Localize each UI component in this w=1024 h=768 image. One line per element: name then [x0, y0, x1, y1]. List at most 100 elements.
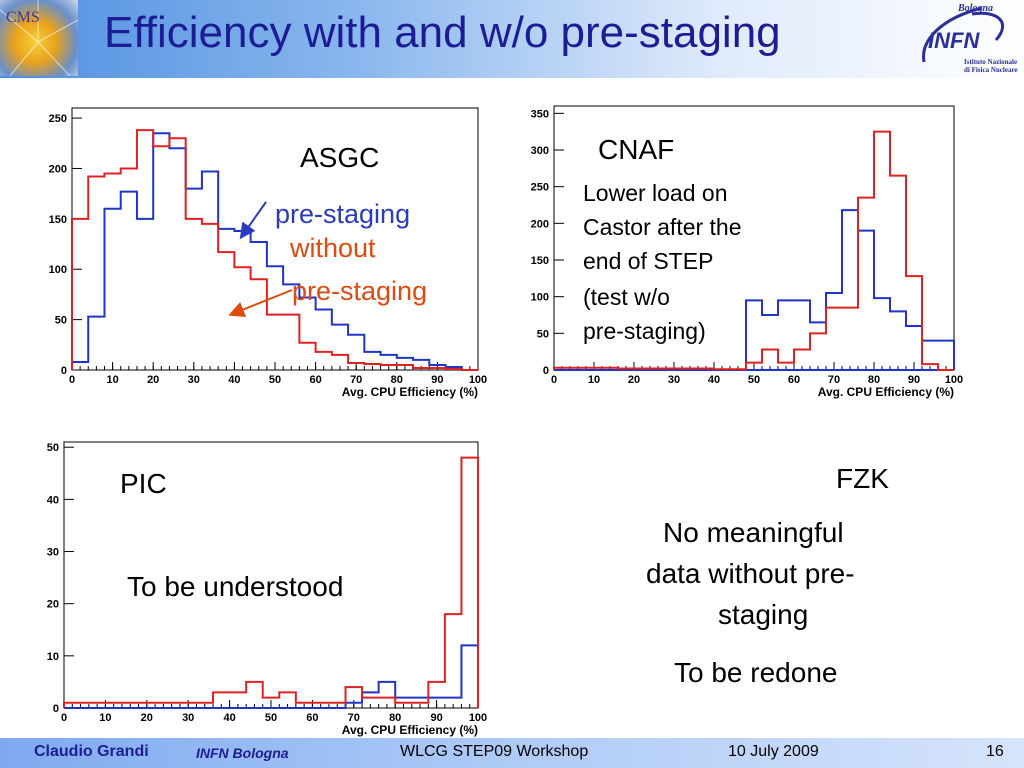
- x-tick-label: 90: [908, 374, 920, 386]
- histogram-series-blue: [71, 132, 478, 371]
- x-tick-label: 20: [147, 374, 159, 386]
- x-tick-label: 100: [945, 374, 963, 386]
- x-tick-label: 30: [182, 712, 194, 724]
- histogram-series-red: [71, 129, 478, 371]
- x-tick-label: 50: [748, 374, 760, 386]
- y-tick-label: 200: [49, 163, 67, 175]
- y-tick-label: 150: [49, 214, 67, 226]
- y-tick-label: 250: [531, 182, 549, 194]
- slide-title: Efficiency with and w/o pre-staging: [104, 8, 781, 57]
- y-tick-label: 10: [47, 651, 59, 663]
- y-tick-label: 50: [537, 328, 549, 340]
- x-tick-label: 50: [265, 712, 277, 724]
- x-tick-label: 40: [708, 374, 720, 386]
- x-tick-label: 70: [350, 374, 362, 386]
- cnaf-note-2: Castor after the: [583, 214, 742, 240]
- x-tick-label: 0: [61, 712, 67, 724]
- pic-note: To be understood: [127, 571, 344, 602]
- x-tick-label: 40: [228, 374, 240, 386]
- fzk-note-3: staging: [718, 599, 809, 630]
- asgc-without-prestaging-label: pre-staging: [292, 276, 428, 306]
- x-tick-label: 40: [223, 712, 235, 724]
- pic-histogram: 0 10 20 30 40 50 60 70 80 90 100 0 10 20 30 40 50 Avg. CP…: [47, 441, 487, 737]
- slide-header: CMS Efficiency with and w/o pre-staging …: [0, 0, 1024, 78]
- infn-logo: Bologna INFN Istituto Nazionale di Fisic…: [912, 0, 1024, 80]
- x-tick-label: 80: [391, 374, 403, 386]
- histogram-series-red: [63, 456, 479, 708]
- histogram-series-blue: [554, 209, 955, 371]
- y-tick-label: 150: [531, 255, 549, 267]
- x-tick-label: 0: [69, 374, 75, 386]
- x-tick-label: 30: [188, 374, 200, 386]
- svg-text:Bologna: Bologna: [957, 3, 993, 14]
- y-tick-label: 20: [47, 599, 59, 611]
- x-tick-label: 0: [551, 374, 557, 386]
- cnaf-site-label: CNAF: [598, 134, 675, 165]
- footer-event: WLCG STEP09 Workshop: [400, 743, 589, 760]
- y-tick-label: 100: [531, 292, 549, 304]
- x-tick-label: 10: [99, 712, 111, 724]
- x-tick-label: 80: [389, 712, 401, 724]
- x-tick-label: 100: [469, 712, 487, 724]
- y-tick-label: 30: [47, 547, 59, 559]
- cnaf-histogram: 0 10 20 30 40 50 60 70 80 90 100 0 50 100 150 200 250 300…: [531, 105, 963, 399]
- x-tick-label: 60: [306, 712, 318, 724]
- x-tick-label: 90: [431, 374, 443, 386]
- histogram-series-blue: [64, 644, 479, 709]
- y-tick-label: 200: [531, 218, 549, 230]
- x-axis-label: Avg. CPU Efficiency (%): [342, 385, 478, 399]
- x-tick-label: 60: [788, 374, 800, 386]
- footer-date: 10 July 2009: [728, 743, 819, 760]
- x-axis-label: Avg. CPU Efficiency (%): [342, 723, 478, 737]
- cms-logo: CMS: [0, 0, 78, 76]
- y-tick-label: 0: [53, 703, 59, 715]
- footer-page-number: 16: [986, 743, 1004, 760]
- asgc-histogram: 0 10 20 30 40 50 60 70 80 90 100 0 50 100 150 200 250 Avg…: [49, 107, 487, 399]
- cnaf-note-5: pre-staging): [583, 318, 706, 344]
- y-tick-label: 0: [61, 365, 67, 377]
- y-tick-label: 40: [47, 494, 59, 506]
- slide-footer: Claudio Grandi INFN Bologna WLCG STEP09 …: [0, 738, 1024, 768]
- x-tick-label: 30: [668, 374, 680, 386]
- fzk-note-1: No meaningful: [663, 517, 844, 548]
- cnaf-note-1: Lower load on: [583, 180, 728, 206]
- x-tick-label: 20: [628, 374, 640, 386]
- y-tick-label: 50: [47, 442, 59, 454]
- cnaf-chart: 0 10 20 30 40 50 60 70 80 90 100 0 50 100 150 200 250 300…: [512, 100, 974, 400]
- cms-logo-text: CMS: [6, 9, 40, 26]
- footer-affiliation: INFN Bologna: [196, 745, 289, 761]
- asgc-prestaging-label: pre-staging: [275, 199, 411, 229]
- y-tick-label: 350: [531, 108, 549, 120]
- asgc-chart: 0 10 20 30 40 50 60 70 80 90 100 0 50 100 150 200 250 Avg…: [40, 100, 502, 400]
- x-tick-label: 60: [309, 374, 321, 386]
- x-tick-label: 80: [868, 374, 880, 386]
- y-tick-label: 0: [543, 365, 549, 377]
- fzk-redo: To be redone: [674, 657, 838, 688]
- x-tick-label: 10: [106, 374, 118, 386]
- svg-text:Istituto Nazionale: Istituto Nazionale: [964, 58, 1017, 66]
- x-tick-label: 100: [469, 374, 487, 386]
- asgc-site-label: ASGC: [300, 142, 380, 173]
- x-tick-label: 50: [269, 374, 281, 386]
- asgc-without-label: without: [290, 233, 376, 263]
- plot-frame: [71, 107, 479, 371]
- svg-text:di Fisica Nucleare: di Fisica Nucleare: [964, 66, 1018, 74]
- x-tick-label: 70: [348, 712, 360, 724]
- y-tick-label: 300: [531, 145, 549, 157]
- cnaf-note-4: (test w/o: [583, 284, 670, 310]
- pic-chart: 0 10 20 30 40 50 60 70 80 90 100 0 10 20 30 40 50 Avg. CP…: [18, 436, 494, 737]
- x-tick-label: 20: [141, 712, 153, 724]
- x-axis-label: Avg. CPU Efficiency (%): [818, 385, 954, 399]
- svg-text:INFN: INFN: [928, 28, 980, 53]
- fzk-note-2: data without pre-: [646, 558, 855, 589]
- histogram-series-red: [553, 130, 954, 371]
- y-tick-label: 100: [49, 264, 67, 276]
- pic-site-label: PIC: [120, 468, 167, 499]
- footer-author: Claudio Grandi: [34, 743, 149, 760]
- x-tick-label: 90: [430, 712, 442, 724]
- x-tick-label: 10: [588, 374, 600, 386]
- fzk-site-label: FZK: [836, 463, 889, 494]
- x-tick-label: 70: [828, 374, 840, 386]
- y-tick-label: 250: [49, 113, 67, 125]
- y-tick-label: 50: [55, 315, 67, 327]
